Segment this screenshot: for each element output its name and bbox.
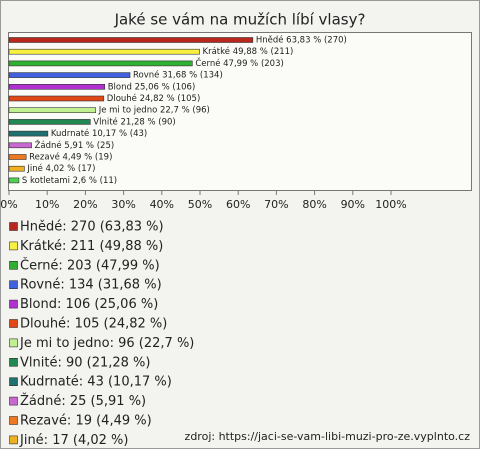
legend-label: Hnědé: 270 (63,83 %) [20,220,164,235]
bar-label: Dlouhé 24,82 % (105) [107,93,200,104]
x-tick-label: 50% [188,198,212,211]
legend-label: Žádné: 25 (5,91 %) [20,393,146,409]
bar [8,60,193,67]
bar-label: Rezavé 4,49 % (19) [29,152,112,163]
bar-label: Hnědé 63,83 % (270) [256,35,347,46]
x-tick-label: 90% [341,198,365,211]
legend-swatch [9,435,18,445]
bar [8,72,131,78]
legend-label: Vlnité: 90 (21,28 %) [20,355,150,370]
bar [8,130,49,137]
bar [8,95,105,102]
x-tick-label: 70% [264,198,288,211]
chart-title: Jaké se vám na mužích líbí vlasy? [114,11,366,29]
bar [8,154,27,160]
bar [8,37,254,43]
bar-label: Vlnité 21,28 % (90) [93,116,175,127]
x-tick-label: 0% [0,198,17,211]
legend-label: Dlouhé: 105 (24,82 %) [20,317,167,332]
legend-label: Blond: 106 (25,06 %) [20,297,158,312]
bar-label: Černé 47,99 % (203) [195,57,283,69]
legend-swatch [9,280,18,290]
bar-label: Jiné 4,02 % (17) [26,163,95,174]
bar-label: Žádné 5,91 % (25) [35,139,115,151]
legend-swatch [9,260,18,270]
legend-swatch [9,299,18,309]
bar-label: Blond 25,06 % (106) [108,82,196,92]
legend-label: Kudrnaté: 43 (10,17 %) [20,375,172,390]
legend-swatch [9,416,18,425]
bar-label: Rovné 31,68 % (134) [133,70,223,81]
legend-label: Krátké: 211 (49,88 %) [20,239,163,254]
legend-swatch [9,396,18,406]
legend-swatch [9,319,18,328]
legend-label: Jiné: 17 (4,02 %) [19,433,128,448]
x-tick-label: 20% [73,198,97,211]
bar-label: Kudrnaté 10,17 % (43) [51,128,147,139]
source: zdroj: https://jaci-se-vam-libi-muzi-pro… [185,430,471,443]
bar [8,107,97,113]
x-tick-label: 40% [150,198,174,211]
bar [8,84,106,90]
x-tick-label: 10% [35,198,59,211]
x-tick-label: 100% [375,198,406,211]
legend-swatch [9,222,18,231]
bar [8,142,32,149]
legend-swatch [9,241,18,251]
bar [8,165,25,172]
bar [8,119,91,125]
legend-label: Je mi to jedno: 96 (22,7 %) [19,336,194,351]
legend-swatch [9,357,18,367]
legend-label: Černé: 203 (47,99 %) [20,257,160,273]
x-tick-label: 30% [111,198,135,211]
legend-swatch [9,377,18,387]
bar-label: Je mi to jedno 22,7 % (96) [98,106,210,116]
x-tick-label: 60% [226,198,250,211]
legend-label: Rovné: 134 (31,68 %) [20,278,162,293]
legend-label: Rezavé: 19 (4,49 %) [20,414,152,429]
legend-swatch [9,338,18,348]
x-tick-label: 80% [302,198,326,211]
bar [8,177,20,184]
bar-label: Krátké 49,88 % (211) [203,46,294,57]
bar-label: S kotletami 2,6 % (11) [22,176,117,186]
bar [8,48,200,55]
